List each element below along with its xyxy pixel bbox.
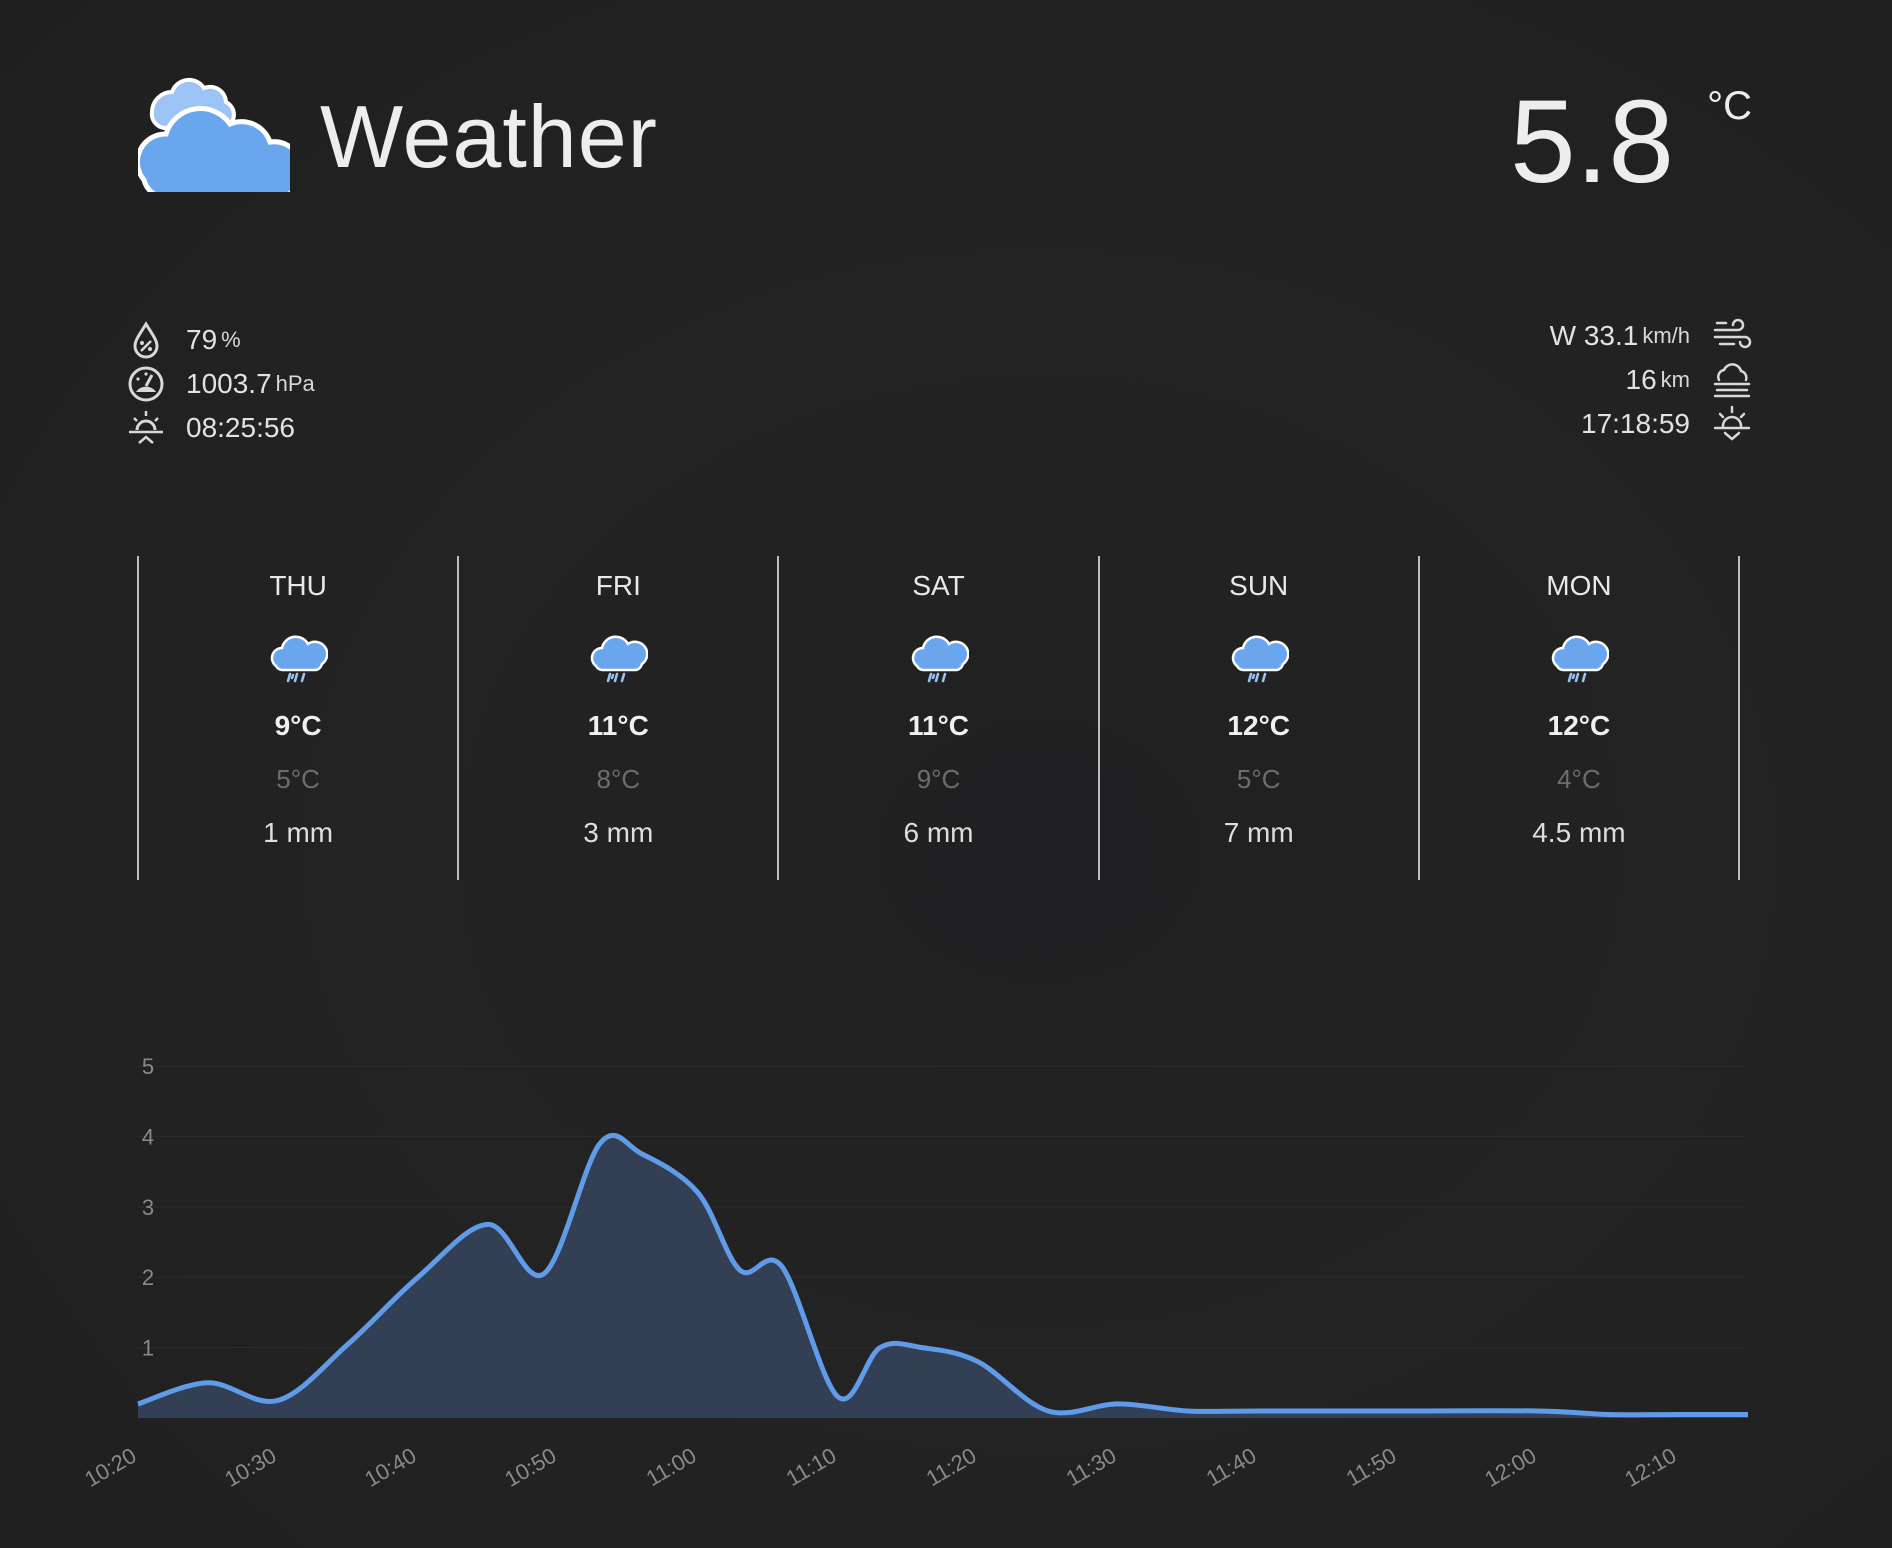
precipitation-line — [137, 1132, 1748, 1418]
pressure-gauge-icon — [126, 364, 172, 404]
pressure-unit: hPa — [275, 371, 315, 396]
pressure-row: 1003.7 hPa — [126, 362, 315, 406]
day-low: 8°C — [596, 764, 641, 794]
day-high: 11°C — [907, 710, 970, 741]
y-tick-label: 4 — [142, 1124, 154, 1149]
stats-left: 79% 1003.7 hPa 08:25:56 — [126, 318, 315, 450]
x-tick-label: 11:00 — [642, 1443, 701, 1491]
day-low: 9°C — [916, 764, 961, 794]
sunset-time: 17:18:59 — [1581, 408, 1690, 439]
forecast-day-mon: MON 12°C 4°C 4.5 mm — [1417, 556, 1741, 880]
day-high: 12°C — [1547, 710, 1611, 741]
precipitation-area — [138, 1135, 1748, 1418]
x-tick-label: 11:20 — [922, 1443, 981, 1491]
visibility-unit: km — [1660, 367, 1690, 392]
day-name: SUN — [1229, 570, 1289, 601]
rain-cloud-icon — [1549, 628, 1610, 688]
sunset-row: 17:18:59 — [1550, 402, 1752, 446]
wind-icon — [1712, 316, 1752, 356]
app-title: Weather — [320, 87, 658, 186]
x-tick-label: 11:10 — [782, 1443, 841, 1491]
day-high: 11°C — [587, 710, 649, 741]
rain-cloud-icon — [588, 628, 649, 688]
wind-unit: km/h — [1642, 323, 1690, 348]
forecast-day-sat: SAT 11°C 9°C 6 mm — [777, 556, 1097, 880]
forecast-day-sun: SUN 12°C 5°C 7 mm — [1097, 556, 1418, 880]
rain-cloud-icon — [909, 628, 969, 688]
sunrise-icon — [126, 408, 172, 448]
app-logo-cloud-icon — [135, 60, 305, 201]
y-tick-label: 3 — [142, 1195, 154, 1220]
day-name: SAT — [912, 570, 965, 601]
humidity-value: 79 — [186, 324, 218, 355]
rain-cloud-icon — [1229, 628, 1290, 688]
temperature-unit: °C — [1707, 84, 1752, 128]
x-tick-label: 10:30 — [220, 1443, 280, 1492]
stats-right: W 33.1 km/h 16 km 17:18:59 — [1550, 314, 1752, 446]
x-tick-label: 11:30 — [1062, 1443, 1121, 1491]
forecast-day-fri: FRI 11°C 8°C 3 mm — [457, 556, 777, 880]
rain-cloud-icon — [268, 628, 329, 688]
x-tick-label: 12:00 — [1480, 1443, 1540, 1492]
x-tick-label: 12:10 — [1620, 1443, 1680, 1492]
visibility-row: 16 km — [1550, 358, 1752, 402]
x-tick-label: 11:50 — [1342, 1443, 1401, 1491]
day-precip: 3 mm — [583, 817, 654, 848]
day-high: 12°C — [1227, 710, 1290, 741]
day-low: 5°C — [1236, 764, 1281, 794]
x-tick-label: 10:50 — [500, 1443, 560, 1492]
humidity-row: 79% — [126, 318, 315, 362]
x-tick-label: 10:20 — [80, 1443, 140, 1492]
sunrise-row: 08:25:56 — [126, 406, 315, 450]
day-low: 4°C — [1557, 764, 1601, 794]
day-name: MON — [1546, 570, 1612, 601]
pressure-value: 1003.7 — [186, 368, 272, 399]
forecast-day-thu: THU 9°C 5°C 1 mm — [137, 556, 457, 880]
humidity-icon — [126, 320, 172, 360]
day-precip: 4.5 mm — [1532, 817, 1626, 848]
y-tick-label: 1 — [142, 1336, 154, 1361]
wind-row: W 33.1 km/h — [1550, 314, 1752, 358]
sunset-icon — [1712, 404, 1752, 444]
day-name: FRI — [595, 570, 641, 601]
day-name: THU — [269, 570, 327, 601]
visibility-fog-icon — [1712, 360, 1752, 400]
day-precip: 1 mm — [263, 817, 334, 848]
visibility-value: 16 — [1625, 364, 1657, 395]
sunrise-time: 08:25:56 — [186, 412, 295, 443]
day-low: 5°C — [276, 764, 320, 794]
humidity-unit: % — [221, 327, 241, 352]
day-precip: 6 mm — [903, 817, 974, 848]
forecast-panel: THU 9°C 5°C 1 mm FRI 11°C 8°C 3 mm SAT 1… — [137, 556, 1741, 880]
day-high: 9°C — [274, 710, 322, 741]
x-tick-label: 11:40 — [1202, 1443, 1261, 1491]
precipitation-chart: 1 2 3 4 5 10:20 10:30 10:40 10:50 11:00 11:10 11:20… — [80, 1054, 1748, 1492]
current-temperature: 5.8 — [1509, 76, 1674, 208]
wind-value: W 33.1 — [1549, 320, 1639, 351]
y-tick-label: 5 — [142, 1054, 154, 1079]
x-tick-label: 10:40 — [360, 1443, 420, 1492]
day-precip: 7 mm — [1223, 817, 1294, 848]
y-tick-label: 2 — [142, 1265, 154, 1290]
